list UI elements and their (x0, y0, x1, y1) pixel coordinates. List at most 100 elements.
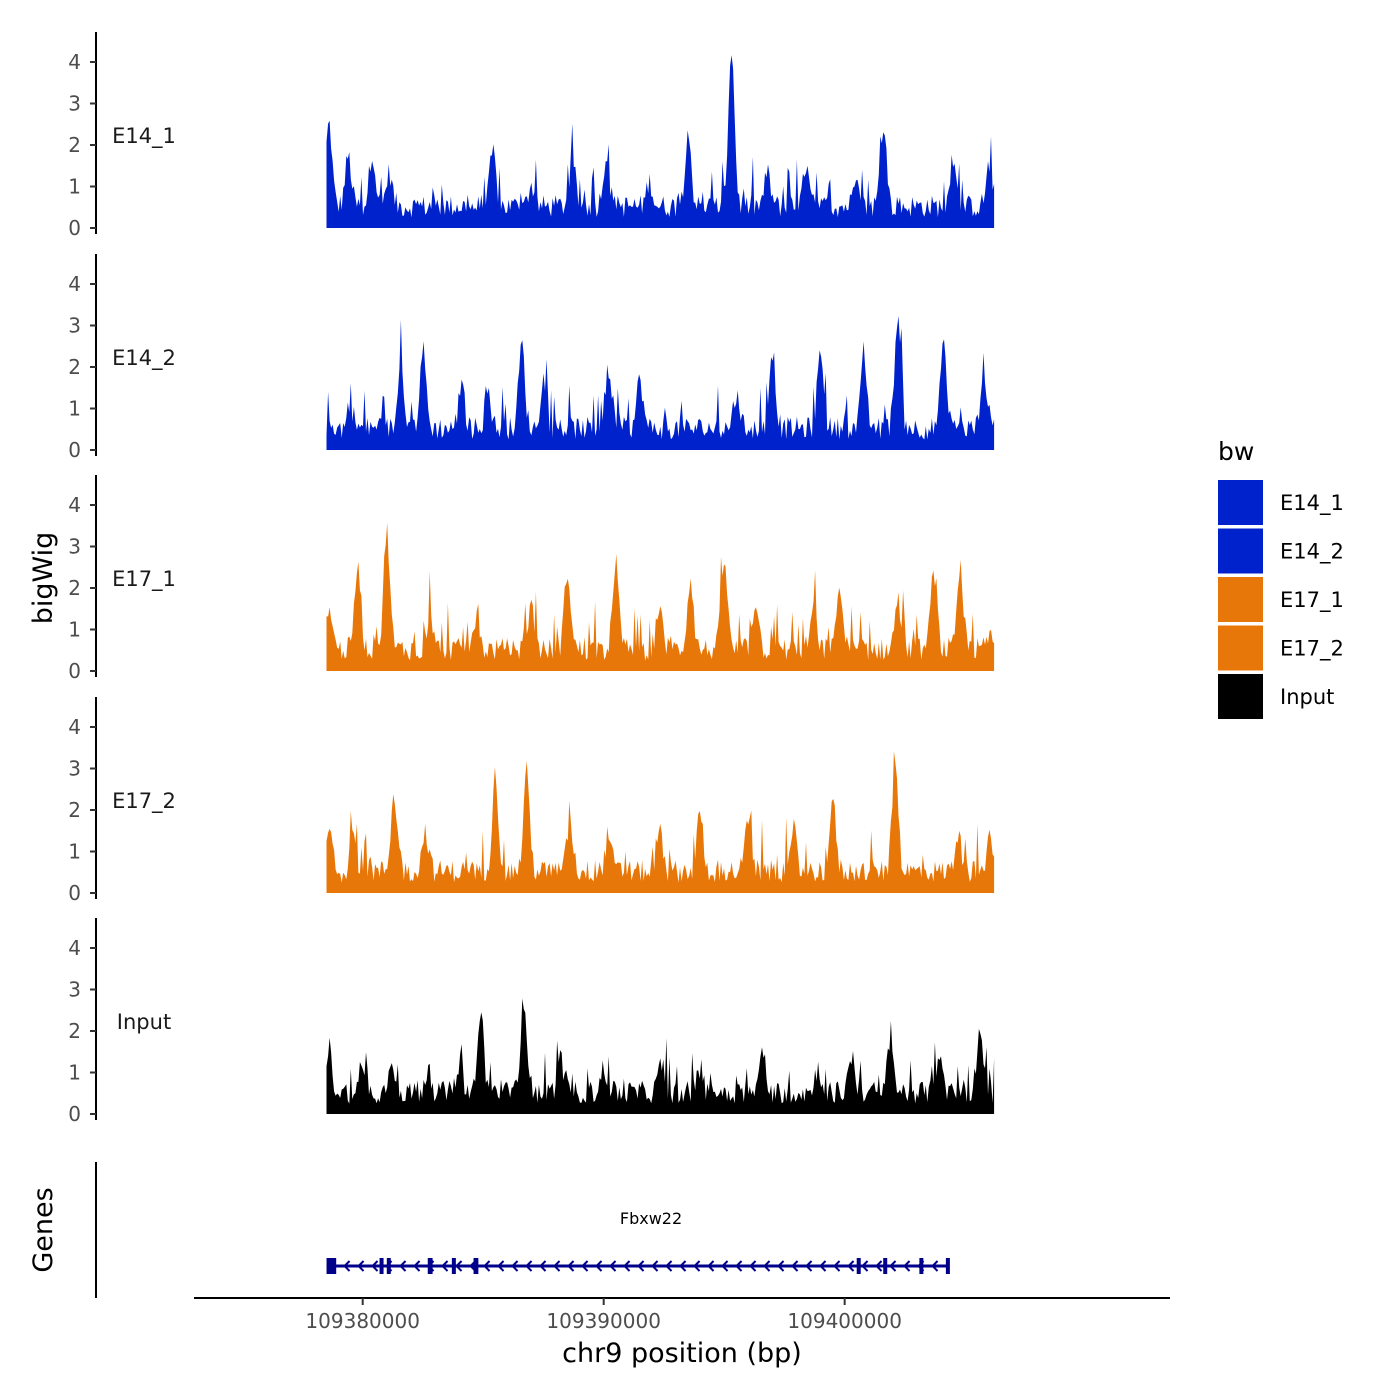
x-tick-label: 109400000 (787, 1309, 902, 1333)
y-tick-label: 1 (68, 1061, 81, 1085)
y-tick-label: 2 (68, 133, 81, 157)
strand-arrow (483, 1260, 491, 1272)
track-label: E14_1 (112, 124, 176, 149)
legend-label: E14_2 (1280, 540, 1344, 565)
gene-exon (945, 1258, 950, 1274)
track-label: Input (117, 1010, 171, 1034)
strand-arrow (455, 1260, 463, 1272)
x-tick-label: 109380000 (305, 1309, 420, 1333)
track-label: E17_2 (112, 789, 176, 814)
y-tick-label: 4 (68, 936, 81, 960)
gene-model (326, 1258, 950, 1274)
legend-label: E17_2 (1280, 637, 1344, 662)
strand-arrow (371, 1260, 379, 1272)
y-tick-label: 1 (68, 840, 81, 864)
coverage-area-e14-2 (326, 316, 995, 450)
y-tick-label: 2 (68, 576, 81, 600)
y-tick-label: 0 (68, 1102, 81, 1126)
strand-arrow (539, 1260, 547, 1272)
legend-label: E14_1 (1280, 491, 1344, 516)
y-tick-label: 4 (68, 272, 81, 296)
track-panel-e17-2: 0 1 2 3 4 E17_2 (68, 697, 995, 905)
strand-arrow (525, 1260, 533, 1272)
coverage-area-e14-1 (326, 55, 995, 228)
strand-arrow (889, 1260, 897, 1272)
strand-arrow (665, 1260, 673, 1272)
gene-exon (386, 1258, 391, 1274)
y-tick-label: 1 (68, 618, 81, 642)
y-tick-label: 3 (68, 535, 81, 559)
y-tick-label: 3 (68, 978, 81, 1002)
y-tick-label: 1 (68, 397, 81, 421)
gene-name-label: Fbxw22 (620, 1209, 682, 1228)
legend: bw E14_1 E14_2 E17_1 E17_2 Input (1218, 437, 1344, 719)
strand-arrow (791, 1260, 799, 1272)
strand-arrow (847, 1260, 855, 1272)
strand-arrow (833, 1260, 841, 1272)
strand-arrow (651, 1260, 659, 1272)
gene-exon (379, 1258, 384, 1274)
x-axis-title: chr9 position (bp) (562, 1338, 802, 1369)
track-label: E14_2 (112, 346, 176, 371)
track-panel-e14-2: 0 1 2 3 4 E14_2 (68, 254, 995, 462)
strand-arrow (581, 1260, 589, 1272)
strand-arrow (903, 1260, 911, 1272)
legend-title: bw (1218, 437, 1254, 466)
strand-arrow (595, 1260, 603, 1272)
y-tick-label: 4 (68, 50, 81, 74)
track-panel-e17-1: 0 1 2 3 4 E17_1 (68, 475, 995, 683)
y-tick-label: 1 (68, 175, 81, 199)
track-panel-e14-1: 0 1 2 3 4 E14_1 (68, 32, 995, 240)
strand-arrow (357, 1260, 365, 1272)
strand-arrow (861, 1260, 869, 1272)
strand-arrow (497, 1260, 505, 1272)
y-tick-label: 0 (68, 881, 81, 905)
gene-exon (473, 1258, 479, 1274)
y-tick-label: 0 (68, 438, 81, 462)
legend-swatch-e17-2 (1218, 625, 1263, 671)
strand-arrow (693, 1260, 701, 1272)
gene-exon (326, 1258, 337, 1274)
legend-swatch-e17-1 (1218, 577, 1263, 622)
strand-arrow (413, 1260, 421, 1272)
strand-arrow (623, 1260, 631, 1272)
strand-arrow (875, 1260, 883, 1272)
y-tick-label: 4 (68, 715, 81, 739)
strand-arrow (735, 1260, 743, 1272)
strand-arrow (511, 1260, 519, 1272)
strand-arrow (609, 1260, 617, 1272)
y-axis-title: bigWig (28, 532, 59, 625)
x-tick-label: 109390000 (546, 1309, 661, 1333)
gene-exon (451, 1258, 456, 1274)
strand-arrow (707, 1260, 715, 1272)
y-tick-label: 3 (68, 757, 81, 781)
strand-arrow (805, 1260, 813, 1272)
strand-arrow (441, 1260, 449, 1272)
coverage-area-input (326, 998, 995, 1114)
legend-swatch-e14-2 (1218, 528, 1263, 574)
gene-exon (427, 1258, 433, 1274)
strand-arrow (343, 1260, 351, 1272)
y-tick-label: 0 (68, 216, 81, 240)
gene-exon (856, 1258, 861, 1274)
strand-arrow (819, 1260, 827, 1272)
y-tick-label: 2 (68, 1019, 81, 1043)
strand-arrow (553, 1260, 561, 1272)
legend-swatch-e14-1 (1218, 480, 1263, 525)
y-tick-label: 4 (68, 493, 81, 517)
y-tick-label: 3 (68, 314, 81, 338)
genes-track: Genes Fbxw22 (28, 1162, 950, 1298)
strand-arrow (763, 1260, 771, 1272)
strand-arrow (679, 1260, 687, 1272)
track-label: E17_1 (112, 567, 176, 592)
y-tick-label: 0 (68, 659, 81, 683)
strand-arrow (637, 1260, 645, 1272)
strand-arrow (721, 1260, 729, 1272)
gene-exon (919, 1258, 924, 1274)
y-tick-label: 3 (68, 92, 81, 116)
gene-exon (883, 1258, 888, 1274)
bigwig-tracks: 0 1 2 3 4 E14_1 0 1 2 3 4 E14_2 0 1 2 3 4 E17_1 0 1 2 3 4 E17_2… (68, 32, 995, 1126)
y-tick-label: 2 (68, 355, 81, 379)
legend-label: Input (1280, 685, 1334, 709)
